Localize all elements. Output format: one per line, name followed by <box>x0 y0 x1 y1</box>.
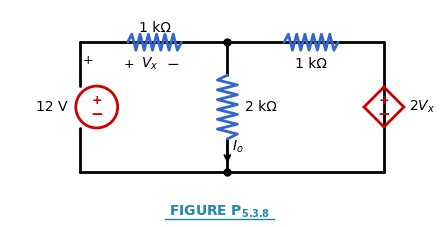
Text: $\mathbf{FIGURE\ P_{5.3.8}}$: $\mathbf{FIGURE\ P_{5.3.8}}$ <box>169 204 270 220</box>
Text: +: + <box>91 94 102 106</box>
Text: +: + <box>123 58 134 71</box>
Text: +: + <box>82 54 93 67</box>
Text: +: + <box>379 94 389 106</box>
Text: 1 kΩ: 1 kΩ <box>295 57 327 71</box>
Text: $2V_x$: $2V_x$ <box>409 99 435 115</box>
Text: 2 kΩ: 2 kΩ <box>245 100 277 114</box>
Text: −: − <box>166 57 179 72</box>
Text: $V_x$: $V_x$ <box>141 56 158 72</box>
Text: −: − <box>90 108 103 123</box>
Text: 12 V: 12 V <box>36 100 68 114</box>
Text: −: − <box>377 108 390 123</box>
Text: 1 kΩ: 1 kΩ <box>138 21 171 35</box>
Text: $I_o$: $I_o$ <box>232 139 244 155</box>
